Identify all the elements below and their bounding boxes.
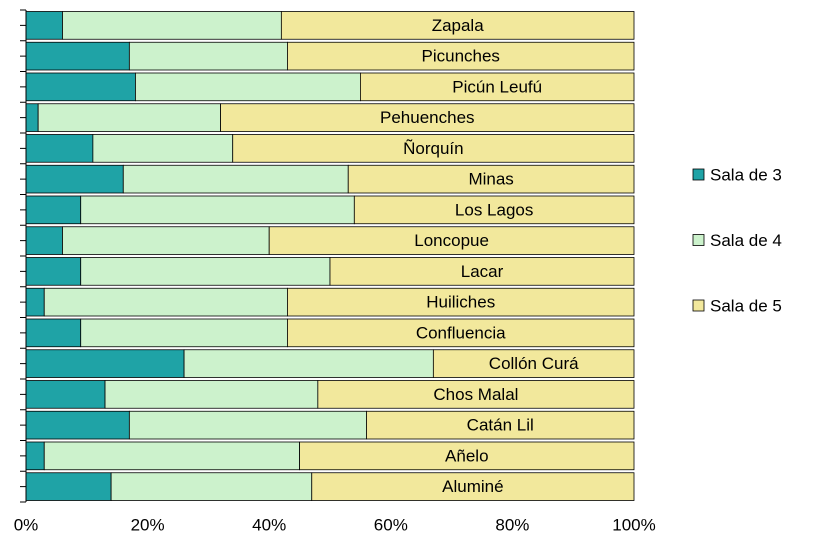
- legend-swatch: [692, 168, 705, 181]
- bar-segment: [43, 441, 301, 471]
- bar-segment: [311, 472, 635, 501]
- x-tick-label: 0%: [14, 515, 39, 534]
- bar-segment: [268, 226, 635, 255]
- bar-segment: [37, 103, 221, 132]
- x-tick-label: 60%: [374, 515, 408, 534]
- category-label: Catán Lil: [467, 416, 534, 435]
- legend-label: Sala de 4: [710, 231, 782, 250]
- bar-segment: [25, 349, 185, 378]
- bar-segment: [80, 195, 355, 225]
- bar-segment: [366, 410, 635, 440]
- x-tick-label: 80%: [495, 515, 529, 534]
- x-tick-label: 40%: [252, 515, 286, 534]
- bar-segment: [62, 226, 270, 255]
- bar-segment: [353, 195, 635, 225]
- category-label: Zapala: [432, 16, 485, 35]
- bar-segment: [25, 472, 112, 501]
- bar-segment: [317, 380, 635, 409]
- category-label: Collón Curá: [489, 354, 579, 373]
- category-label: Ñorquín: [403, 139, 463, 158]
- bar-segment: [25, 441, 45, 471]
- bar-segment: [220, 103, 635, 132]
- legend-label: Sala de 3: [710, 165, 782, 184]
- category-label: Pehuenches: [380, 108, 475, 127]
- bar-segment: [25, 257, 82, 286]
- bar-segment: [25, 380, 106, 409]
- bar-segment: [299, 441, 635, 471]
- bar-segment: [110, 472, 313, 501]
- category-label: Minas: [468, 170, 513, 189]
- bar-segment: [347, 164, 635, 194]
- x-tick-label: 20%: [131, 515, 165, 534]
- category-label: Huiliches: [426, 293, 495, 312]
- bar-segment: [287, 41, 635, 71]
- category-label: Picunches: [422, 47, 500, 66]
- bar-segment: [25, 11, 63, 40]
- bar-segment: [232, 134, 635, 163]
- bar-segment: [432, 349, 635, 378]
- bar-segment: [25, 226, 63, 255]
- bar-segment: [287, 287, 635, 317]
- category-label: Chos Malal: [433, 385, 518, 404]
- bar-segment: [25, 318, 82, 348]
- legend-swatch: [692, 234, 705, 246]
- bar-segment: [25, 72, 136, 102]
- category-label: Aluminé: [442, 477, 503, 496]
- category-label: Añelo: [445, 446, 488, 465]
- bar-segment: [25, 287, 45, 317]
- category-label: Picún Leufú: [452, 77, 542, 96]
- bar-segment: [25, 195, 82, 225]
- bar-segment: [128, 410, 367, 440]
- bar-segment: [122, 164, 349, 194]
- bar-segment: [287, 318, 635, 348]
- x-tick-label: 100%: [612, 515, 655, 534]
- bar-segment: [25, 164, 124, 194]
- category-label: Los Lagos: [455, 200, 533, 219]
- bar-segment: [25, 410, 130, 440]
- legend-label: Sala de 5: [710, 296, 782, 315]
- bar-segment: [25, 134, 94, 163]
- bar-segment: [92, 134, 234, 163]
- bar-segment: [43, 287, 288, 317]
- bar-segment: [80, 318, 288, 348]
- bar-segment: [135, 72, 361, 102]
- category-label: Loncopue: [414, 231, 489, 250]
- bar-segment: [25, 41, 130, 71]
- bar-segment: [80, 257, 331, 286]
- bar-segment: [359, 72, 635, 102]
- bar-segment: [25, 103, 39, 132]
- bar-segment: [128, 41, 288, 71]
- bar-segment: [104, 380, 319, 409]
- bar-segment: [62, 11, 282, 40]
- bar-segment: [183, 349, 434, 378]
- category-label: Confluencia: [416, 323, 506, 342]
- bar-segment: [280, 11, 635, 40]
- legend-swatch: [692, 299, 705, 312]
- category-label: Lacar: [461, 262, 504, 281]
- bar-segment: [329, 257, 635, 286]
